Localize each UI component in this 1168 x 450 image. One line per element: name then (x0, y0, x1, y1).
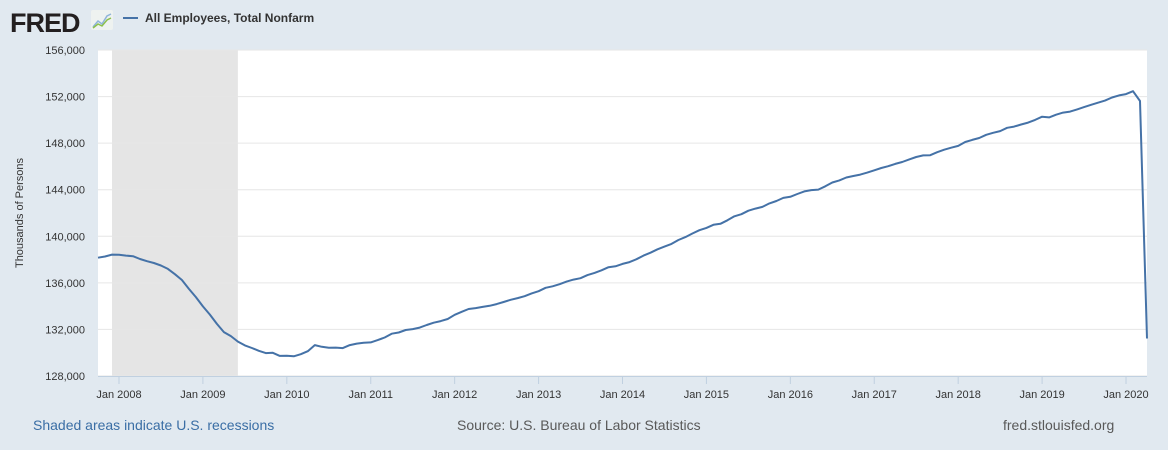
x-tick-label: Jan 2013 (516, 389, 561, 401)
y-tick-label: 132,000 (45, 324, 85, 336)
y-tick-label: 136,000 (45, 278, 85, 290)
y-tick-label: 156,000 (45, 45, 85, 57)
x-tick-label: Jan 2017 (852, 389, 897, 401)
source-text: Source: U.S. Bureau of Labor Statistics (457, 417, 701, 433)
plot-area (98, 50, 1147, 376)
y-tick-label: 148,000 (45, 138, 85, 150)
x-tick-label: Jan 2010 (264, 389, 309, 401)
legend: All Employees, Total Nonfarm (123, 11, 314, 25)
series-line (97, 90, 1148, 358)
x-tick-label: Jan 2014 (600, 389, 645, 401)
x-tick-label: Jan 2012 (432, 389, 477, 401)
x-tick-label: Jan 2020 (1103, 389, 1148, 401)
x-tick-label: Jan 2019 (1019, 389, 1064, 401)
site-link[interactable]: fred.stlouisfed.org (1003, 417, 1115, 433)
chart-line-icon (91, 10, 113, 30)
legend-label: All Employees, Total Nonfarm (145, 11, 315, 25)
y-tick-label: 128,000 (45, 371, 85, 383)
x-tick-label: Jan 2011 (349, 389, 393, 401)
fred-logo[interactable]: FRED (10, 8, 80, 38)
recession-shading (111, 50, 238, 376)
y-tick-label: 144,000 (45, 185, 85, 197)
x-tick-label: Jan 2009 (180, 389, 225, 401)
x-tick-label: Jan 2016 (768, 389, 813, 401)
y-tick-label: 152,000 (45, 92, 85, 104)
y-tick-label: 140,000 (45, 231, 85, 243)
legend-swatch (123, 17, 138, 19)
x-tick-label: Jan 2018 (936, 389, 981, 401)
recession-note-link[interactable]: Shaded areas indicate U.S. recessions (33, 417, 275, 433)
y-axis-label: Thousands of Persons (14, 157, 26, 268)
x-tick-label: Jan 2015 (684, 389, 729, 401)
x-tick-label: Jan 2008 (96, 389, 141, 401)
